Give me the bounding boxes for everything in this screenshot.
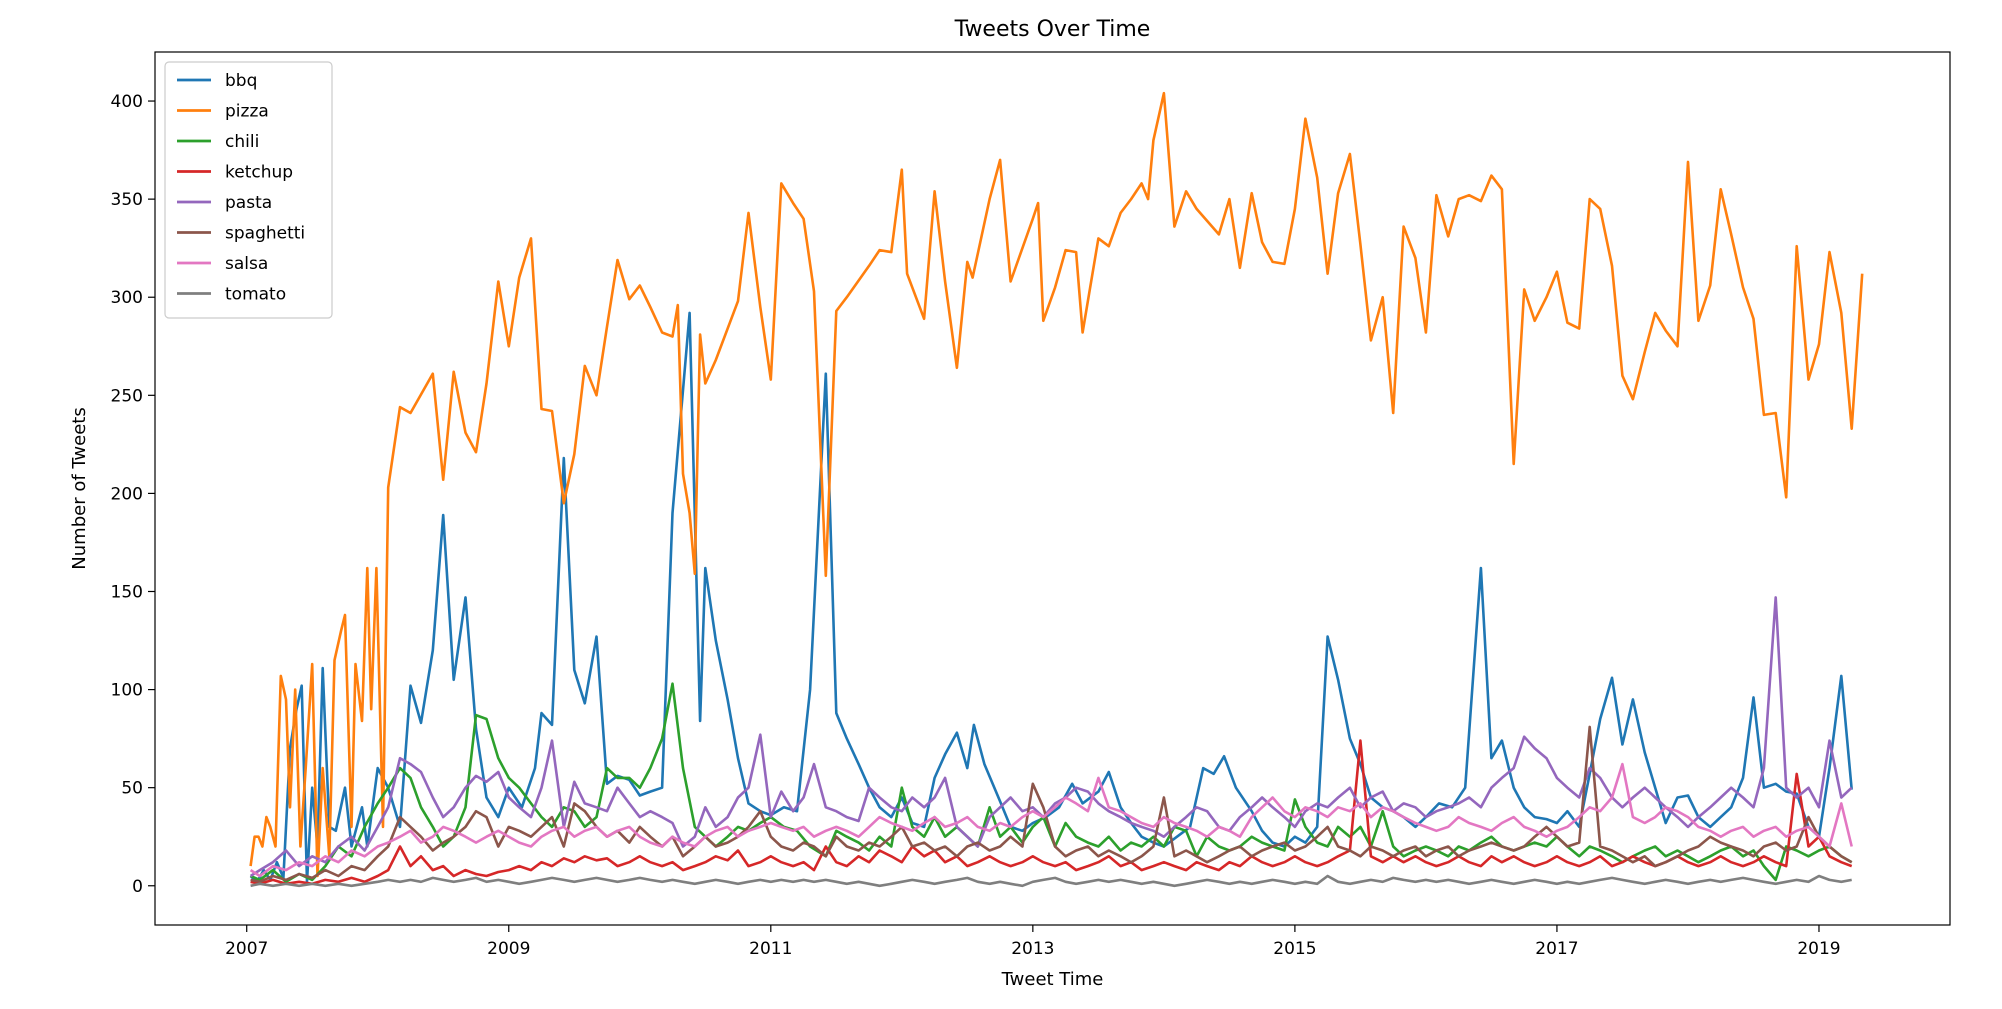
- x-tick-label: 2013: [1011, 939, 1054, 959]
- series-layer: [249, 91, 1864, 888]
- series-line-pasta: [249, 596, 1853, 878]
- chart-title: Tweets Over Time: [954, 17, 1151, 42]
- y-tick-label: 300: [111, 288, 143, 308]
- x-tick-label: 2019: [1797, 939, 1840, 959]
- y-tick-label: 150: [111, 582, 143, 602]
- legend-label-pizza: pizza: [225, 102, 269, 122]
- legend-label-ketchup: ketchup: [225, 163, 293, 183]
- y-tick-label: 400: [111, 92, 143, 112]
- y-tick-label: 100: [111, 681, 143, 701]
- x-tick-label: 2015: [1273, 939, 1316, 959]
- x-tick-label: 2009: [487, 939, 530, 959]
- plot-area-frame: [154, 51, 1951, 926]
- y-tick-label: 50: [121, 779, 143, 799]
- x-axis-label: Tweet Time: [1001, 969, 1104, 990]
- y-tick-label: 0: [132, 877, 143, 897]
- y-tick-label: 200: [111, 484, 143, 504]
- x-tick-label: 2017: [1535, 939, 1578, 959]
- legend: bbq pizza chili ketchup pasta spaghetti salsa t…: [164, 61, 333, 319]
- legend-label-bbq: bbq: [225, 71, 257, 91]
- legend-box: [164, 61, 333, 319]
- legend-label-pasta: pasta: [225, 193, 272, 213]
- series-line-pizza: [249, 91, 1864, 878]
- x-axis: 2007 2009 2011 2013 2015 2017 2019: [225, 925, 1841, 959]
- y-axis-label: Number of Tweets: [69, 407, 90, 569]
- y-tick-label: 250: [111, 386, 143, 406]
- y-axis: 0 50 100 150 200 250 300 350 400: [111, 92, 155, 897]
- x-tick-label: 2007: [225, 939, 268, 959]
- series-line-tomato: [250, 874, 1852, 888]
- series-line-chili: [250, 682, 1853, 884]
- legend-label-salsa: salsa: [225, 254, 268, 274]
- series-line-bbq: [249, 311, 1853, 884]
- x-tick-label: 2011: [749, 939, 792, 959]
- series-line-salsa: [249, 762, 1853, 878]
- y-tick-label: 350: [111, 190, 143, 210]
- legend-label-spaghetti: spaghetti: [225, 224, 305, 244]
- series-line-ketchup: [250, 739, 1853, 886]
- legend-label-tomato: tomato: [225, 285, 286, 305]
- legend-label-chili: chili: [225, 132, 259, 152]
- series-line-spaghetti: [250, 725, 1853, 884]
